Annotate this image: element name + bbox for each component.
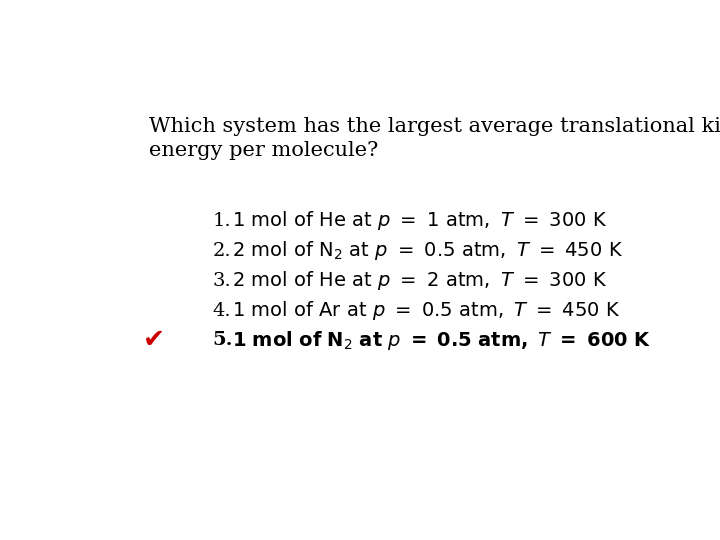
- Text: $\mathrm{2\ mol\ of\ He\ at\ }\mathit{p}\mathrm{\ =\ 2\ atm,\ }\mathit{T}\mathrm: $\mathrm{2\ mol\ of\ He\ at\ }\mathit{p}…: [233, 269, 608, 292]
- Text: $\mathrm{1\ mol\ of\ Ar\ at\ }\mathit{p}\mathrm{\ =\ 0.5\ atm,\ }\mathit{T}\math: $\mathrm{1\ mol\ of\ Ar\ at\ }\mathit{p}…: [233, 299, 621, 322]
- Text: Which system has the largest average translational kinetic
energy per molecule?: Which system has the largest average tra…: [148, 117, 720, 160]
- Text: 3.: 3.: [213, 272, 232, 289]
- Text: ✔: ✔: [143, 327, 165, 354]
- Text: $\mathbf{1\ mol\ of\ N}_{2}\mathbf{\ at\ \mathit{p}\ =\ 0.5\ atm,\ \mathit{T}\ =: $\mathbf{1\ mol\ of\ N}_{2}\mathbf{\ at\…: [233, 329, 652, 352]
- Text: $\mathrm{2\ mol\ of\ N}_{2}\mathrm{\ at\ }\mathit{p}\mathrm{\ =\ 0.5\ atm,\ }\ma: $\mathrm{2\ mol\ of\ N}_{2}\mathrm{\ at\…: [233, 239, 624, 262]
- Text: $\mathrm{1\ mol\ of\ He\ at\ }\mathit{p}\mathrm{\ =\ 1\ atm,\ }\mathit{T}\mathrm: $\mathrm{1\ mol\ of\ He\ at\ }\mathit{p}…: [233, 209, 608, 232]
- Text: 2.: 2.: [213, 242, 231, 260]
- Text: 1.: 1.: [213, 212, 231, 230]
- Text: 4.: 4.: [213, 301, 231, 320]
- Text: 5.: 5.: [213, 332, 233, 349]
